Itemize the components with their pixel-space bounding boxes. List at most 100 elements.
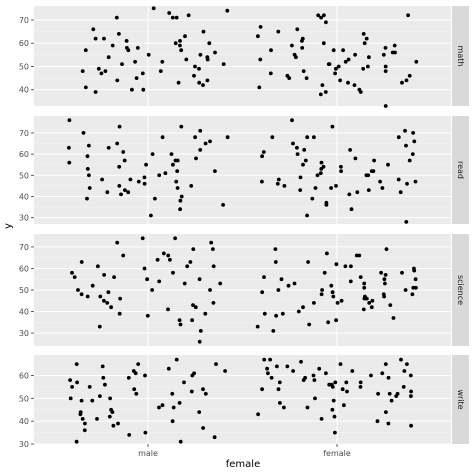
data-point	[331, 398, 336, 403]
data-point	[223, 369, 228, 373]
data-point	[117, 164, 122, 169]
data-point	[198, 128, 203, 133]
data-point	[346, 57, 351, 62]
data-point	[193, 135, 198, 140]
facet-strip	[452, 234, 469, 346]
data-point	[143, 430, 148, 435]
y-tick-label: 50	[19, 62, 29, 71]
data-point	[79, 292, 84, 297]
data-point	[198, 148, 203, 152]
data-point	[282, 405, 286, 410]
data-point	[332, 414, 337, 419]
data-point	[394, 394, 399, 398]
data-point	[295, 152, 300, 157]
data-point	[278, 401, 282, 405]
data-point	[115, 240, 120, 245]
data-point	[364, 173, 369, 178]
x-tick-label: female	[323, 449, 351, 458]
facet-panel-read: 30 40 50 60 70 read	[19, 116, 469, 224]
data-point	[349, 264, 353, 269]
data-point	[386, 421, 391, 426]
data-point	[173, 236, 178, 241]
data-point	[312, 378, 317, 382]
data-point	[330, 290, 335, 295]
data-point	[324, 371, 328, 376]
data-point	[170, 15, 175, 20]
data-point	[341, 48, 345, 53]
y-tick-label: 30	[19, 214, 29, 223]
data-point	[369, 373, 373, 378]
data-point	[353, 52, 357, 57]
data-point	[324, 20, 328, 25]
data-point	[402, 369, 407, 373]
data-point	[201, 83, 205, 87]
data-point	[349, 207, 354, 212]
data-point	[327, 62, 332, 66]
data-point	[103, 382, 107, 387]
data-point	[396, 135, 401, 140]
data-point	[369, 169, 374, 174]
data-point	[333, 71, 337, 76]
data-point	[319, 160, 324, 165]
data-point	[321, 41, 326, 46]
x-tick-label: male	[138, 449, 158, 458]
data-point	[132, 387, 137, 392]
data-point	[109, 305, 113, 310]
data-point	[170, 419, 175, 424]
data-point	[178, 198, 183, 203]
data-point	[186, 13, 191, 18]
data-point	[290, 43, 294, 48]
data-point	[348, 279, 353, 284]
data-point	[269, 48, 273, 53]
data-point	[330, 407, 335, 412]
data-point	[90, 283, 95, 288]
data-point	[361, 32, 366, 36]
data-point	[179, 48, 184, 53]
data-point	[260, 290, 265, 295]
data-point	[352, 83, 357, 87]
data-point	[81, 131, 86, 135]
data-point	[307, 322, 312, 327]
data-point	[110, 43, 115, 48]
data-point	[140, 71, 145, 76]
data-point	[331, 294, 336, 299]
data-point	[153, 196, 157, 201]
data-point	[261, 150, 266, 154]
data-point	[266, 371, 270, 376]
data-point	[270, 135, 275, 140]
data-point	[118, 296, 122, 301]
x-axis-title: female	[226, 459, 260, 470]
data-point	[208, 288, 212, 292]
data-point	[404, 220, 409, 224]
data-point	[194, 156, 198, 161]
data-point	[122, 158, 127, 163]
data-point	[189, 389, 194, 394]
facet-strip-label: read	[456, 161, 465, 179]
data-point	[273, 247, 278, 252]
data-point	[282, 184, 287, 188]
data-point	[201, 29, 206, 34]
facet-strip	[452, 355, 469, 444]
data-point	[76, 288, 80, 292]
data-point	[197, 80, 202, 85]
data-point	[345, 389, 349, 394]
data-point	[179, 124, 184, 129]
data-point	[188, 260, 193, 264]
data-point	[185, 264, 190, 269]
data-point	[392, 43, 397, 48]
data-point	[380, 186, 385, 190]
data-point	[173, 41, 178, 46]
data-point	[339, 164, 343, 169]
data-point	[334, 66, 338, 71]
facet-panel-science: 30 40 50 60 70 science	[19, 234, 469, 346]
data-point	[362, 285, 367, 290]
data-point	[214, 362, 218, 366]
data-point	[97, 324, 102, 329]
data-point	[381, 52, 386, 57]
data-point	[321, 164, 326, 169]
data-point	[183, 34, 187, 39]
data-point	[298, 175, 303, 180]
data-point	[166, 307, 170, 312]
data-point	[304, 76, 309, 80]
data-point	[324, 203, 329, 207]
